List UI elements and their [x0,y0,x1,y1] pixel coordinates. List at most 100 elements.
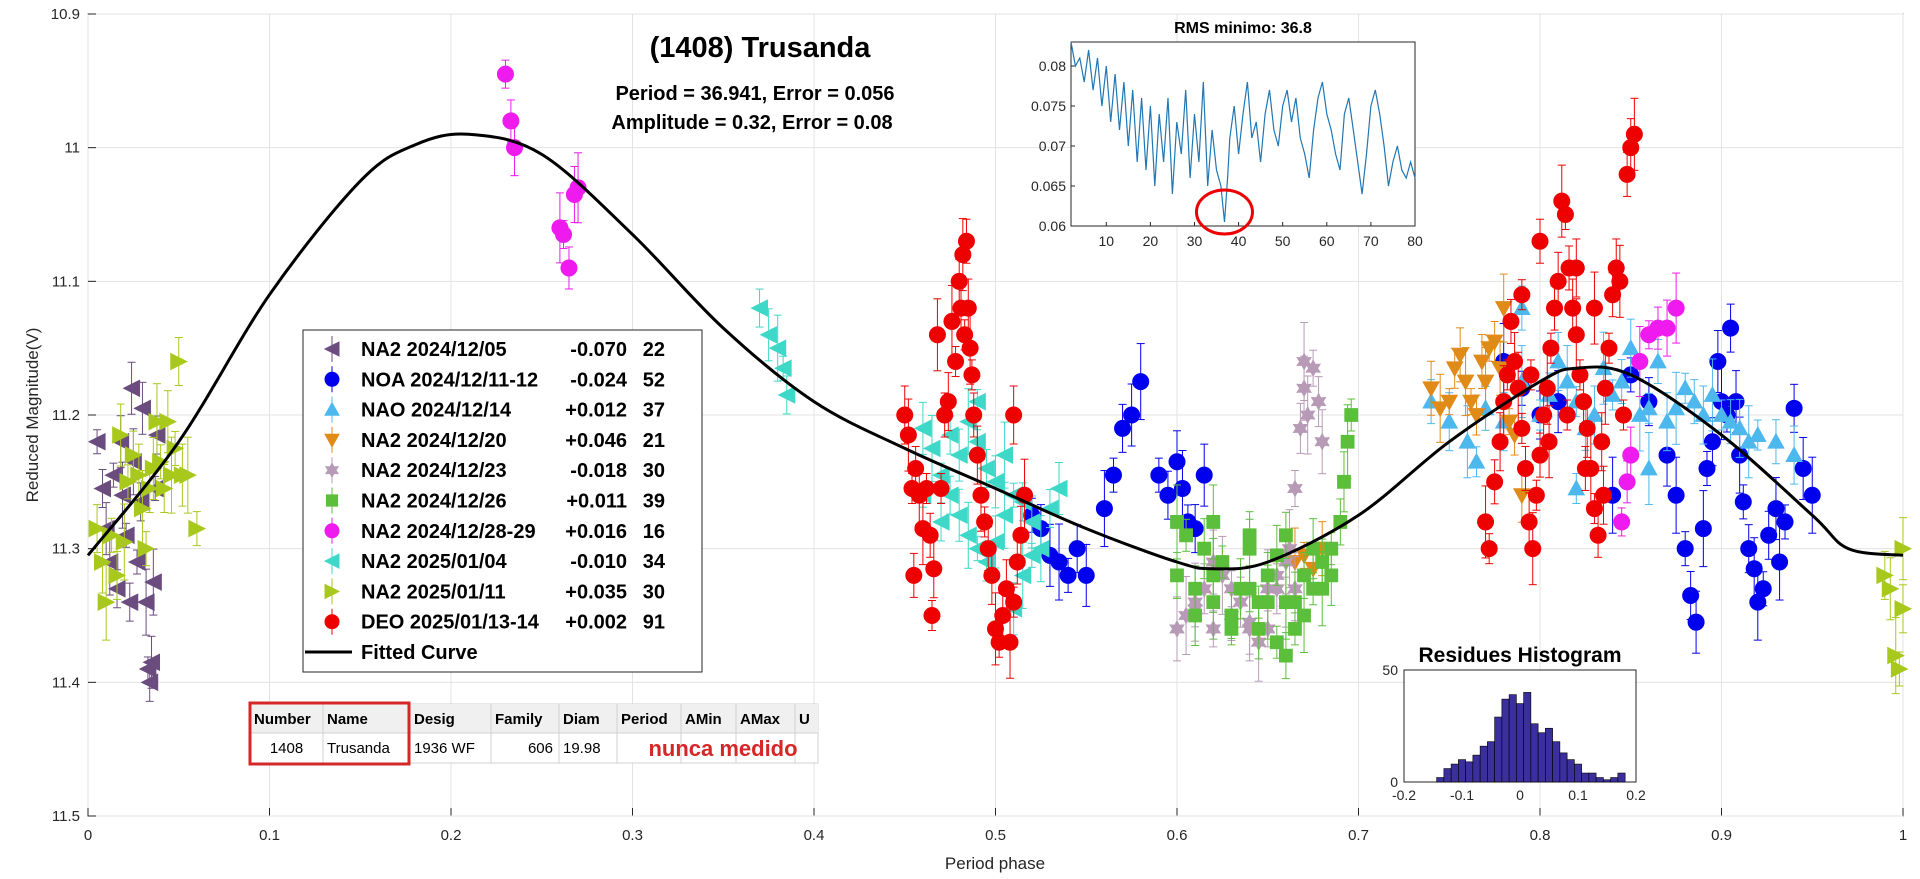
hist-x-tick-label: 0.2 [1626,787,1646,803]
data-point [1299,405,1316,425]
data-point [93,479,112,498]
data-point [1667,399,1685,416]
data-point [1894,539,1913,558]
data-point [119,473,138,491]
data-point [1676,540,1694,558]
data-point [88,519,107,538]
data-point [1593,433,1611,451]
histogram-bar [1472,754,1481,783]
data-point [1306,541,1321,556]
data-point [1242,528,1257,543]
data-point [496,65,514,83]
y-tick-label: 11.2 [52,407,80,424]
data-point [1575,393,1593,411]
data-point [1022,546,1041,565]
data-point [1794,459,1812,477]
data-point [1013,566,1032,585]
data-point [136,593,155,611]
data-point [1513,419,1531,437]
data-point [972,486,990,504]
y-tick-labels: 10.9 11 11.1 11.2 11.3 11.4 11.5 [51,6,80,825]
legend-count: 16 [643,521,665,543]
data-point [1485,334,1504,351]
data-point [1123,406,1141,424]
data-point [1625,125,1643,143]
data-point [1005,593,1023,611]
data-point [1622,446,1640,464]
data-point [1260,595,1275,610]
data-point [923,607,941,624]
data-point [968,446,986,464]
histogram-bar [1581,772,1590,783]
legend-rows: NA2 2024/12/05 -0.070 22 NOA 2024/12/11-12 -… [305,336,666,664]
data-point [1494,301,1513,318]
data-point [941,486,959,505]
table-cell: 1408 [270,740,303,757]
data-point [1694,520,1712,538]
data-point [983,566,1001,584]
data-point [768,339,787,357]
rms-x-tick-label: 10 [1098,233,1114,249]
data-point [1179,528,1193,543]
data-point [1001,633,1019,651]
data-point [1740,540,1758,558]
legend-box [302,329,703,673]
histogram-bar [1530,723,1539,783]
data-point [108,566,127,585]
histogram-bar [1574,763,1582,783]
legend-offset: +0.016 [565,521,627,543]
data-point [963,366,981,384]
data-point [159,412,177,431]
data-point [1502,312,1520,330]
data-point [1600,339,1618,357]
data-point [1767,432,1785,449]
data-point [94,553,112,571]
legend-label: NA2 2024/12/20 [361,430,507,452]
data-point [1585,299,1603,317]
data-point [947,353,965,371]
series-9 [896,97,1643,679]
legend-label: NOA 2024/12/11-12 [361,369,538,391]
data-point [1703,385,1722,402]
data-point [913,419,932,438]
data-point [1520,513,1538,531]
data-point [1621,339,1640,356]
data-point [112,426,130,444]
histogram-bar [1610,777,1619,783]
legend-entry-8: NA2 2025/01/11 +0.035 30 [324,578,665,605]
table-header-cell: Diam [563,711,600,728]
data-point [1542,339,1560,357]
data-point [1876,566,1894,585]
data-point [1721,412,1740,429]
legend-entry-4: NA2 2024/12/23 -0.018 30 [324,457,665,484]
table-header-cell: Number [254,711,311,728]
x-tick-label: 0.4 [804,827,825,844]
data-point [115,533,134,551]
data-point [1150,466,1168,484]
data-point [1767,500,1785,518]
data-point [1456,374,1475,391]
data-point [950,272,968,290]
data-point [1114,419,1132,437]
data-point [1785,446,1803,462]
data-point [1589,526,1607,544]
data-point [155,479,174,498]
data-point [959,526,977,545]
x-tick-label: 0.9 [1711,827,1732,844]
y-tick-label: 11 [64,140,80,157]
data-point [1890,660,1909,678]
data-point [555,226,573,244]
legend-entry-6: NA2 2024/12/28-29 +0.016 16 [324,517,665,544]
data-point [1658,319,1676,337]
data-point [1022,513,1041,531]
histogram-bar [1465,761,1474,783]
data-point [162,466,181,484]
table-header-cell: Name [327,711,368,728]
data-point [133,399,151,418]
histogram-bar [1595,777,1604,783]
table-header-cell: Period [621,711,668,728]
data-points [87,59,1913,702]
table-header-bg [250,704,818,733]
rms-y-tick-label: 0.075 [1031,98,1066,114]
data-point [1631,353,1649,371]
